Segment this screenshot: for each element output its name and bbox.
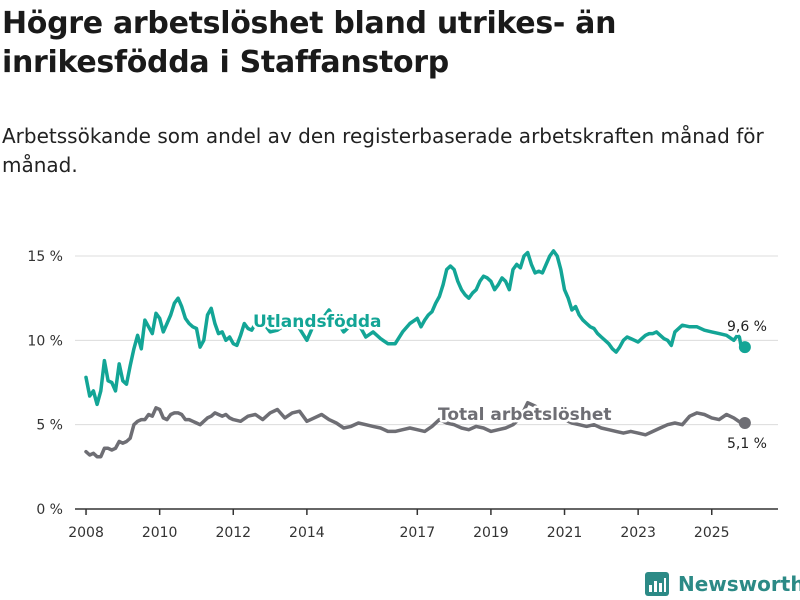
end-marker-utlandsfodda	[738, 341, 751, 354]
gridlines	[75, 255, 778, 426]
brand-name: Newsworthy	[678, 572, 800, 596]
x-tick-label: 2025	[694, 525, 730, 541]
x-axis-ticks: 2008 2010 2012 2014 2017 2019 2021 2023 2025	[68, 509, 730, 541]
series-end-markers	[738, 341, 751, 429]
series-label-total: Total arbetslöshet	[438, 405, 612, 425]
brand-logo[interactable]: Newsworthy	[645, 569, 800, 599]
x-tick-label: 2021	[547, 525, 583, 541]
chart-subtitle: Arbetssökande som andel av den registerb…	[2, 124, 764, 177]
x-tick-label: 2012	[215, 525, 251, 541]
end-label-total: 5,1 %	[727, 436, 767, 452]
x-tick-label: 2008	[68, 525, 104, 541]
end-label-utlandsfodda: 9,6 %	[727, 319, 767, 335]
y-tick-label: 0 %	[36, 502, 63, 518]
y-tick-label: 5 %	[36, 418, 63, 434]
x-tick-label: 2014	[289, 525, 325, 541]
series-line-utlandsfodda	[84, 249, 747, 407]
y-tick-label: 10 %	[27, 333, 63, 349]
series-lines	[84, 249, 747, 459]
x-tick-label: 2017	[399, 525, 435, 541]
y-axis-ticks: 0 % 5 % 10 % 15 %	[27, 249, 63, 518]
chart-title: Högre arbetslöshet bland utrikes- än inr…	[2, 6, 617, 80]
x-tick-label: 2023	[620, 525, 656, 541]
series-line-total	[84, 400, 747, 459]
x-tick-label: 2010	[142, 525, 178, 541]
end-marker-total	[738, 416, 751, 429]
bar-chart-icon	[645, 572, 669, 596]
series-label-utlandsfodda: Utlandsfödda	[253, 312, 382, 332]
x-tick-label: 2019	[473, 525, 509, 541]
y-tick-label: 15 %	[27, 249, 63, 265]
